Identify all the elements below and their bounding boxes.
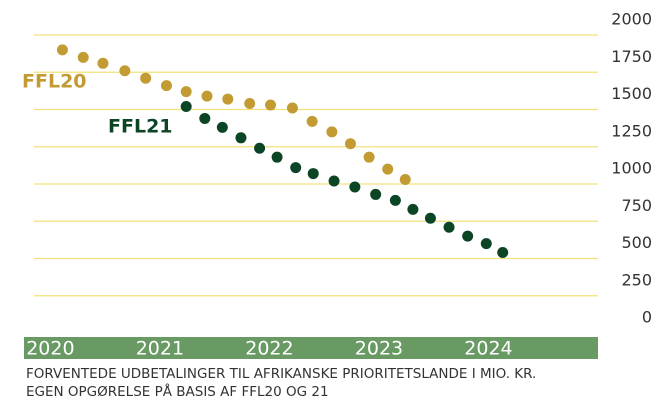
data-point xyxy=(235,132,247,144)
y-tick-label: 1500 xyxy=(611,84,652,103)
data-point xyxy=(462,230,474,242)
data-point xyxy=(56,44,68,56)
y-tick-label: 750 xyxy=(621,196,652,215)
y-tick-label: 250 xyxy=(621,270,652,289)
x-tick-label: 2023 xyxy=(355,338,403,360)
data-point xyxy=(307,168,319,180)
x-tick-label: 2021 xyxy=(136,338,184,360)
data-point xyxy=(349,181,361,193)
legend-label: FFL21 xyxy=(108,116,173,138)
x-tick-label: 2024 xyxy=(464,338,512,360)
data-point xyxy=(399,174,411,186)
data-point xyxy=(77,51,89,63)
x-tick-label: 2020 xyxy=(26,338,74,360)
data-point xyxy=(306,115,318,127)
data-point xyxy=(265,99,277,111)
data-point xyxy=(180,86,192,98)
data-point xyxy=(244,98,256,110)
data-point xyxy=(344,138,356,150)
data-point xyxy=(201,90,213,102)
caption-line: EGEN OPGØRELSE PÅ BASIS AF FFL20 OG 21 xyxy=(26,383,329,400)
y-tick-label: 1250 xyxy=(611,121,652,140)
data-point xyxy=(326,126,338,138)
data-point xyxy=(271,151,283,163)
y-tick-label: 0 xyxy=(642,308,652,327)
data-point xyxy=(199,112,211,124)
data-point xyxy=(160,80,172,92)
caption-line: FORVENTEDE UDBETALINGER TIL AFRIKANSKE P… xyxy=(26,366,536,382)
data-point xyxy=(407,203,419,215)
data-point xyxy=(389,194,401,206)
data-point xyxy=(140,72,152,84)
data-point xyxy=(254,142,266,154)
axis-band xyxy=(24,337,598,359)
data-point xyxy=(119,65,131,77)
data-point xyxy=(382,163,394,175)
data-point xyxy=(424,212,436,224)
data-point xyxy=(180,101,192,113)
data-point xyxy=(222,93,234,105)
data-point xyxy=(328,175,340,187)
data-point xyxy=(370,188,382,200)
data-point xyxy=(363,151,375,163)
data-point xyxy=(290,162,302,174)
x-tick-label: 2022 xyxy=(245,338,293,360)
data-point xyxy=(497,247,509,259)
y-tick-label: 2000 xyxy=(611,10,652,29)
data-point xyxy=(480,238,492,250)
legend-label: FFL20 xyxy=(22,71,87,93)
data-point xyxy=(97,57,109,69)
y-tick-label: 500 xyxy=(621,233,652,252)
data-point xyxy=(216,121,228,133)
y-tick-label: 1750 xyxy=(611,47,652,66)
y-tick-label: 1000 xyxy=(611,159,652,178)
data-point xyxy=(443,221,455,233)
data-point xyxy=(286,102,298,114)
